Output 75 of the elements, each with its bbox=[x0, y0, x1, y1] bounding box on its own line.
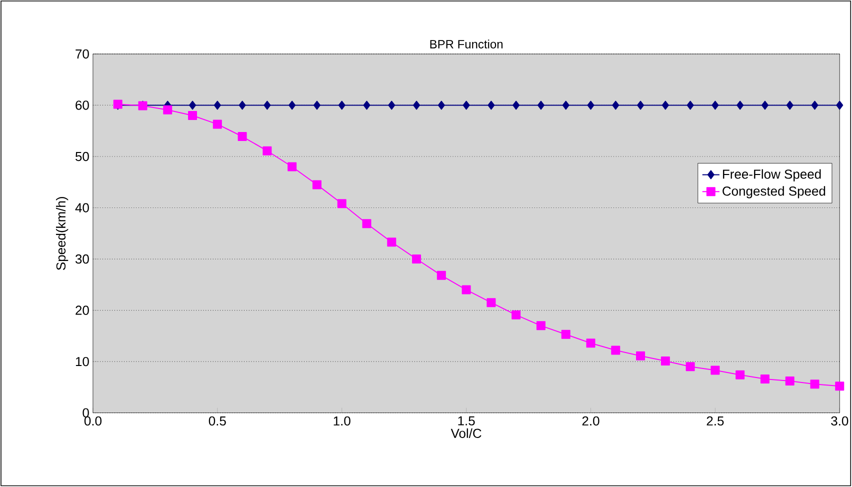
point bbox=[412, 254, 422, 264]
y-tick-label: 0 bbox=[82, 408, 89, 418]
point bbox=[712, 100, 719, 110]
x-tick-label: 1.5 bbox=[458, 416, 475, 426]
point bbox=[612, 100, 620, 110]
y-tick-label: 10 bbox=[76, 357, 89, 366]
point bbox=[736, 370, 745, 380]
point bbox=[436, 271, 446, 280]
point bbox=[810, 380, 820, 389]
point bbox=[587, 100, 594, 110]
legend-label: Congested Speed bbox=[722, 186, 826, 198]
point bbox=[536, 321, 546, 330]
y-tick-label: 60 bbox=[76, 100, 89, 110]
point bbox=[338, 100, 346, 110]
point bbox=[438, 100, 445, 110]
y-axis-title: Speed(km/h) bbox=[56, 197, 68, 270]
point bbox=[238, 132, 247, 142]
y-tick-label: 70 bbox=[76, 49, 89, 59]
point bbox=[611, 346, 620, 355]
legend-label: Free-Flow Speed bbox=[723, 169, 821, 182]
point bbox=[163, 105, 172, 114]
point bbox=[212, 120, 222, 129]
point bbox=[710, 366, 720, 375]
point bbox=[312, 180, 322, 190]
point bbox=[363, 100, 370, 110]
point bbox=[488, 100, 495, 110]
point bbox=[836, 100, 844, 110]
point bbox=[736, 100, 744, 110]
point bbox=[786, 100, 794, 110]
point bbox=[636, 352, 646, 361]
point bbox=[214, 100, 221, 110]
point bbox=[188, 111, 198, 120]
point bbox=[238, 100, 246, 110]
point bbox=[462, 100, 470, 110]
point bbox=[586, 338, 596, 348]
point bbox=[189, 100, 196, 110]
y-tick-label: 40 bbox=[75, 203, 89, 212]
point bbox=[262, 146, 272, 156]
x-tick-label: 2.0 bbox=[582, 416, 600, 426]
x-tick-label: 2.5 bbox=[706, 416, 724, 426]
y-tick-label: 30 bbox=[75, 254, 89, 264]
point bbox=[761, 100, 768, 110]
point bbox=[288, 100, 296, 110]
point bbox=[388, 100, 396, 110]
x-axis-title: Vol/C bbox=[450, 428, 482, 438]
point bbox=[561, 330, 570, 339]
point bbox=[785, 376, 794, 386]
point bbox=[387, 238, 396, 247]
point bbox=[537, 100, 544, 110]
point bbox=[486, 298, 496, 308]
point bbox=[337, 199, 346, 208]
point bbox=[562, 100, 570, 110]
point bbox=[637, 100, 644, 110]
point bbox=[413, 100, 420, 110]
point bbox=[660, 356, 670, 366]
point bbox=[313, 100, 320, 110]
chart-title: BPR Function bbox=[430, 40, 503, 49]
x-tick-label: 0.5 bbox=[208, 416, 226, 426]
x-tick-label: 1.0 bbox=[334, 416, 350, 426]
point bbox=[811, 100, 818, 110]
point bbox=[760, 374, 770, 384]
y-tick-label: 20 bbox=[76, 306, 89, 315]
point bbox=[264, 100, 271, 110]
x-tick-label: 0.0 bbox=[84, 416, 102, 426]
point bbox=[512, 310, 521, 320]
point bbox=[835, 382, 844, 391]
point bbox=[686, 362, 695, 372]
point bbox=[462, 285, 471, 294]
x-tick-label: 3.0 bbox=[831, 416, 848, 426]
point bbox=[362, 219, 372, 228]
y-tick-label: 50 bbox=[76, 152, 89, 162]
point bbox=[662, 100, 669, 110]
point bbox=[288, 162, 297, 172]
point bbox=[512, 100, 520, 110]
point bbox=[686, 100, 694, 110]
